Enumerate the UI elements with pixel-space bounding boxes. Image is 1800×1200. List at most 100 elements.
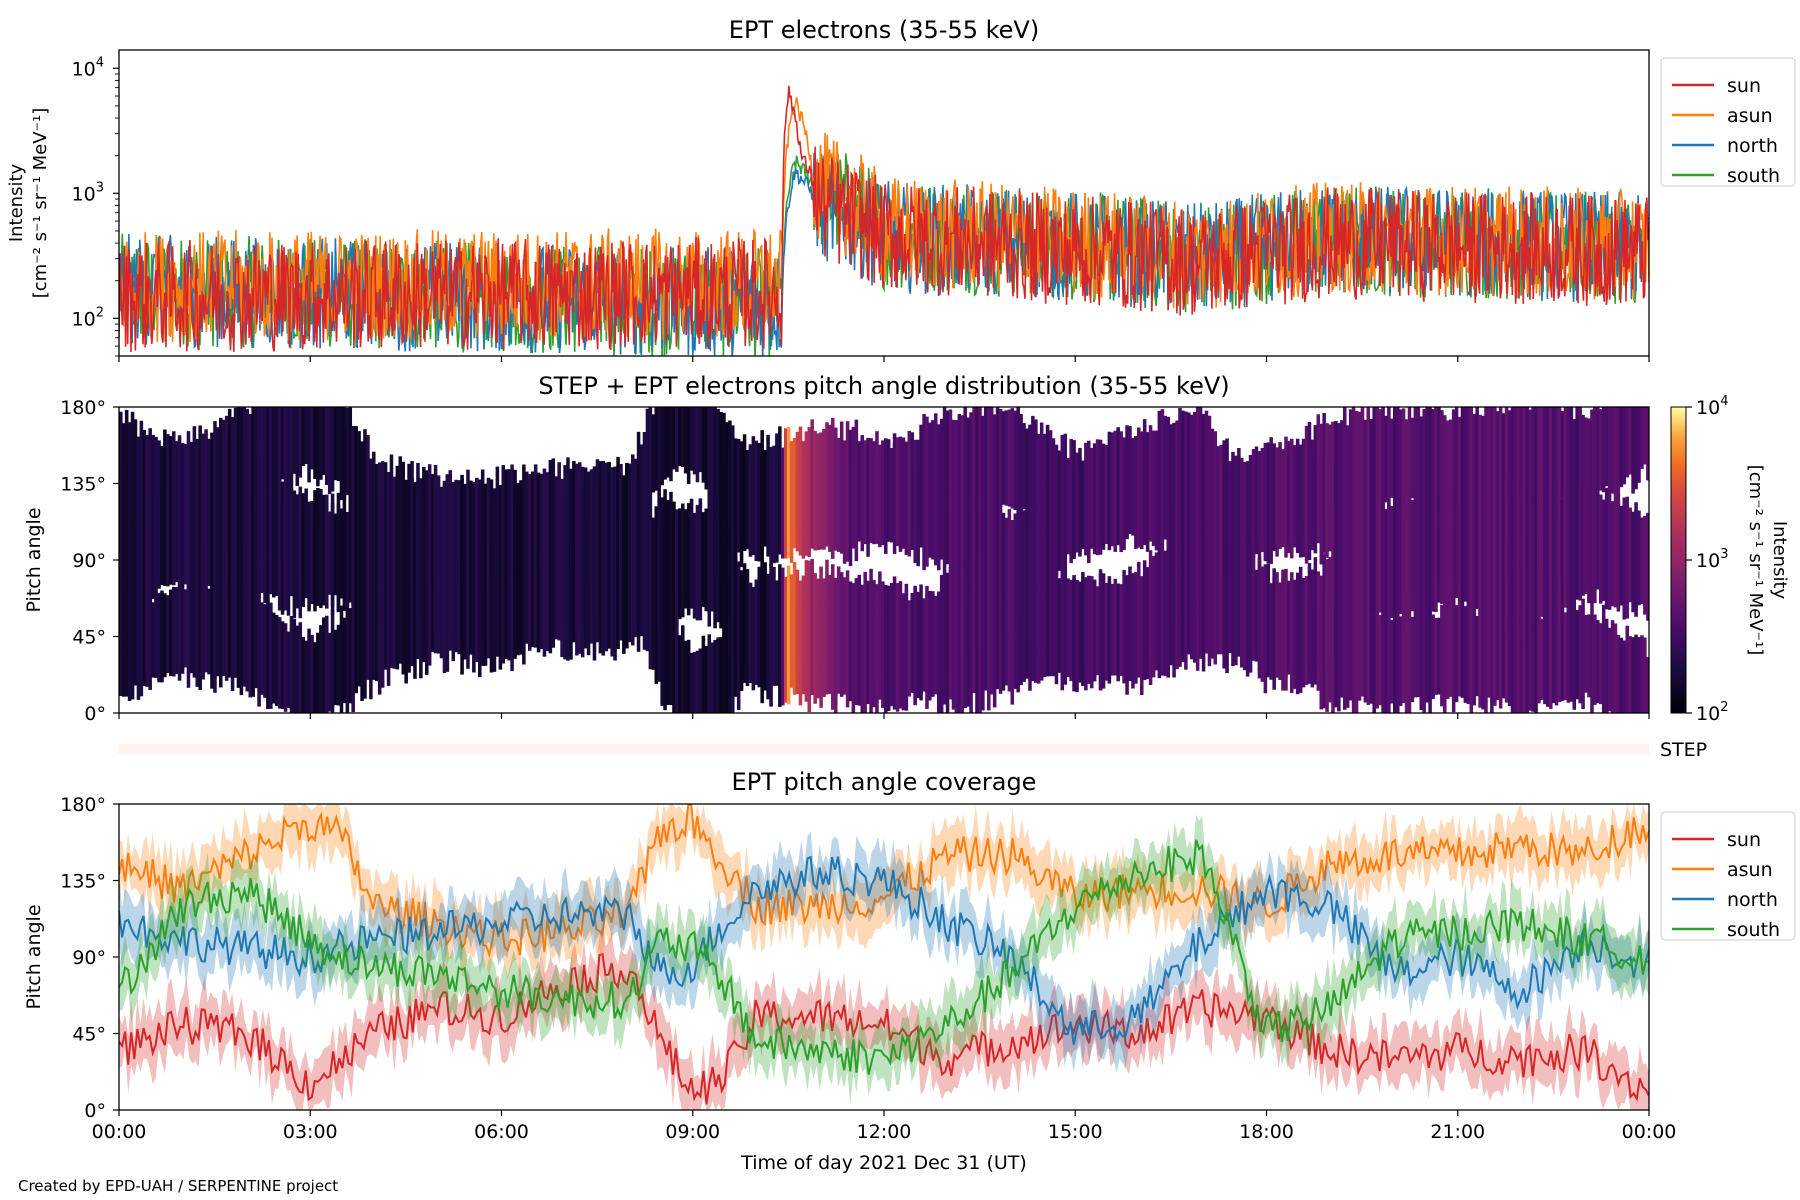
panel1-plot-area bbox=[119, 85, 1649, 356]
heatmap-cell bbox=[483, 549, 488, 630]
heatmap-cell bbox=[383, 518, 388, 622]
heatmap-cell bbox=[1175, 420, 1179, 510]
heatmap-cell bbox=[563, 465, 567, 570]
heatmap-cell bbox=[992, 500, 997, 602]
series-line-sun bbox=[119, 952, 1649, 1105]
heatmap-cell bbox=[1493, 407, 1497, 512]
heatmap-cell bbox=[722, 531, 726, 638]
heatmap-cell bbox=[519, 542, 523, 651]
heatmap-cell bbox=[1275, 447, 1279, 543]
heatmap-cell bbox=[1057, 481, 1062, 571]
heatmap-cell bbox=[154, 486, 158, 604]
heatmap-cell bbox=[660, 497, 664, 590]
heatmap-cell bbox=[1416, 620, 1421, 698]
heatmap-cell bbox=[572, 460, 576, 575]
heatmap-cell bbox=[1566, 407, 1571, 506]
heatmap-cell bbox=[901, 443, 906, 549]
heatmap-cell bbox=[1446, 610, 1450, 699]
heatmap-cell bbox=[1551, 407, 1556, 514]
heatmap-cell bbox=[716, 408, 720, 506]
heatmap-cell bbox=[725, 466, 729, 582]
heatmap-cell bbox=[1549, 484, 1553, 584]
heatmap-cell bbox=[1457, 611, 1462, 697]
heatmap-cell bbox=[1337, 597, 1341, 712]
heatmap-cell bbox=[942, 583, 947, 677]
heatmap-cell bbox=[274, 615, 279, 706]
heatmap-cell bbox=[866, 615, 870, 705]
legend-label-asun: asun bbox=[1727, 105, 1773, 127]
heatmap-cell bbox=[710, 407, 714, 503]
heatmap-cell bbox=[1416, 500, 1421, 580]
heatmap-cell bbox=[1281, 569, 1285, 691]
heatmap-cell bbox=[224, 586, 229, 681]
heatmap-cell bbox=[1578, 407, 1582, 517]
heatmap-cell bbox=[1187, 505, 1191, 615]
heatmap-cell bbox=[886, 439, 891, 534]
heatmap-cell bbox=[1537, 469, 1541, 592]
heatmap-cell bbox=[1425, 500, 1429, 577]
heatmap-cell bbox=[269, 515, 273, 595]
heatmap-cell bbox=[1428, 407, 1432, 513]
heatmap-cell bbox=[948, 479, 953, 575]
heatmap-cell bbox=[784, 595, 788, 703]
heatmap-cell bbox=[1290, 572, 1294, 681]
heatmap-cell bbox=[1231, 481, 1235, 602]
heatmap-cell bbox=[336, 407, 341, 481]
heatmap-cell bbox=[742, 563, 747, 681]
heatmap-cell bbox=[1534, 536, 1538, 629]
heatmap-cell bbox=[1431, 498, 1435, 577]
heatmap-cell bbox=[369, 579, 373, 700]
heatmap-cell bbox=[1207, 478, 1212, 598]
heatmap-cell bbox=[1154, 430, 1159, 511]
heatmap-cell bbox=[1522, 536, 1527, 648]
heatmap-cell bbox=[233, 592, 238, 678]
heatmap-cell bbox=[280, 481, 285, 560]
heatmap-cell bbox=[825, 614, 829, 695]
heatmap-cell bbox=[239, 446, 244, 541]
heatmap-cell bbox=[192, 581, 197, 678]
heatmap-cell bbox=[416, 579, 420, 660]
heatmap-cell bbox=[295, 407, 300, 487]
heatmap-cell bbox=[1387, 407, 1391, 511]
heatmap-cell bbox=[645, 408, 650, 530]
heatmap-cell bbox=[554, 476, 559, 562]
heatmap-cell bbox=[1195, 488, 1200, 611]
heatmap-cell bbox=[486, 546, 491, 635]
heatmap-cell bbox=[733, 455, 738, 574]
heatmap-cell bbox=[728, 611, 732, 713]
heatmap-cell bbox=[236, 449, 241, 539]
heatmap-cell bbox=[1213, 560, 1218, 665]
heatmap-cell bbox=[1451, 496, 1456, 574]
heatmap-cell bbox=[224, 457, 229, 538]
heatmap-cell bbox=[360, 441, 364, 525]
heatmap-cell bbox=[981, 552, 985, 648]
heatmap-cell bbox=[857, 611, 862, 706]
heatmap-cell bbox=[678, 407, 682, 467]
heatmap-cell bbox=[1039, 422, 1044, 534]
heatmap-cell bbox=[1596, 620, 1600, 704]
heatmap-cell bbox=[504, 553, 508, 636]
heatmap-cell bbox=[351, 426, 355, 503]
heatmap-cell bbox=[1031, 597, 1035, 681]
heatmap-cell bbox=[1613, 623, 1618, 713]
heatmap-cell bbox=[1616, 634, 1621, 713]
heatmap-cell bbox=[516, 482, 520, 565]
heatmap-cell bbox=[1198, 493, 1203, 599]
heatmap-cell bbox=[1575, 495, 1579, 586]
heatmap-cell bbox=[1560, 612, 1565, 701]
heatmap-cell bbox=[1504, 537, 1509, 635]
heatmap-cell bbox=[195, 572, 200, 687]
heatmap-cell bbox=[1145, 567, 1150, 652]
heatmap-cell bbox=[124, 535, 129, 634]
heatmap-cell bbox=[401, 519, 406, 626]
heatmap-cell bbox=[163, 593, 167, 678]
heatmap-cell bbox=[707, 634, 712, 713]
heatmap-cell bbox=[1543, 613, 1547, 705]
y-tick-exponent: 4 bbox=[96, 55, 104, 70]
heatmap-cell bbox=[133, 517, 138, 628]
heatmap-cell bbox=[1569, 407, 1574, 516]
heatmap-cell bbox=[1272, 443, 1276, 545]
heatmap-cell bbox=[1610, 620, 1615, 713]
heatmap-cell bbox=[631, 473, 635, 575]
heatmap-cell bbox=[236, 507, 241, 593]
